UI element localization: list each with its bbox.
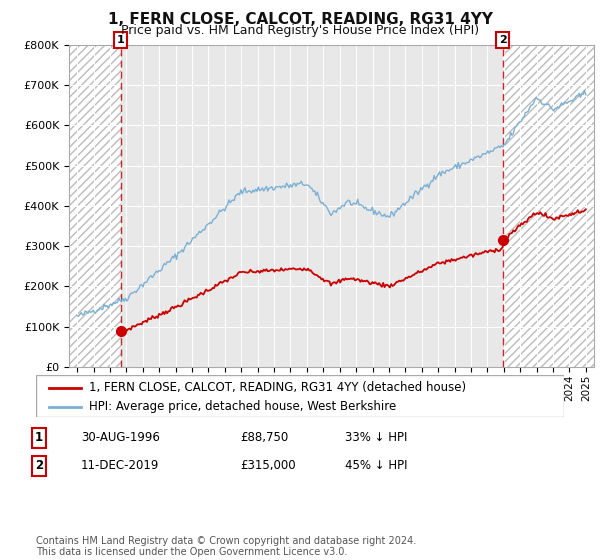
Text: 1, FERN CLOSE, CALCOT, READING, RG31 4YY: 1, FERN CLOSE, CALCOT, READING, RG31 4YY: [107, 12, 493, 27]
Text: 1, FERN CLOSE, CALCOT, READING, RG31 4YY (detached house): 1, FERN CLOSE, CALCOT, READING, RG31 4YY…: [89, 381, 466, 394]
Bar: [503, 45, 594, 367]
Text: Contains HM Land Registry data © Crown copyright and database right 2024.
This d: Contains HM Land Registry data © Crown c…: [36, 535, 416, 557]
Text: £88,750: £88,750: [240, 431, 288, 445]
Text: 11-DEC-2019: 11-DEC-2019: [81, 459, 160, 473]
Text: 2: 2: [499, 35, 506, 45]
Text: 30-AUG-1996: 30-AUG-1996: [81, 431, 160, 445]
Text: 33% ↓ HPI: 33% ↓ HPI: [345, 431, 407, 445]
Text: 2: 2: [35, 459, 43, 473]
FancyBboxPatch shape: [36, 375, 564, 417]
Text: 1: 1: [35, 431, 43, 445]
Text: £315,000: £315,000: [240, 459, 296, 473]
Text: HPI: Average price, detached house, West Berkshire: HPI: Average price, detached house, West…: [89, 400, 396, 413]
Text: 1: 1: [117, 35, 125, 45]
Text: 45% ↓ HPI: 45% ↓ HPI: [345, 459, 407, 473]
Text: Price paid vs. HM Land Registry's House Price Index (HPI): Price paid vs. HM Land Registry's House …: [121, 24, 479, 37]
Bar: [69, 45, 121, 367]
